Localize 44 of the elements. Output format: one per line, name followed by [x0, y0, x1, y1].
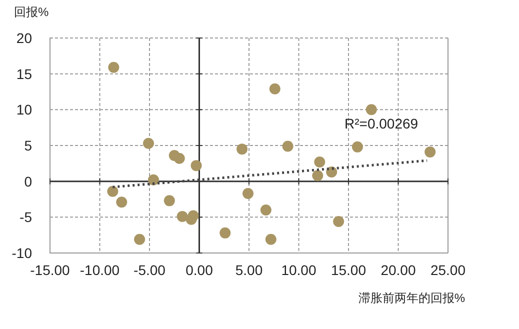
y-tick-label: 0: [24, 173, 32, 190]
x-tick-label: 20.00: [380, 262, 416, 278]
x-tick-label: 0.00: [186, 262, 214, 278]
point: [242, 188, 254, 200]
point: [312, 170, 324, 182]
point: [220, 227, 231, 238]
point: [143, 138, 154, 149]
y-tick-label: 15: [16, 66, 32, 82]
point: [176, 210, 188, 222]
point: [164, 195, 175, 206]
point: [265, 234, 276, 245]
point: [148, 174, 159, 186]
x-axis-title: 滞胀前两年的回报%: [358, 291, 466, 305]
point: [174, 152, 185, 164]
point: [282, 140, 294, 152]
point: [326, 166, 338, 178]
point: [366, 104, 377, 116]
point: [424, 146, 436, 158]
point: [116, 196, 128, 208]
point: [260, 204, 272, 216]
x-tick-label: -15.00: [30, 262, 70, 278]
y-tick-label: -5: [20, 209, 32, 226]
point: [352, 141, 363, 152]
y-tick-label: 10: [16, 102, 32, 118]
x-tick-label: 5.00: [235, 262, 263, 278]
y-axis-title: 回报%: [14, 5, 49, 19]
x-tick-label: 15.00: [330, 262, 366, 278]
x-tick-label: -10.00: [80, 262, 120, 278]
annotation: R²=0.00269: [344, 115, 418, 132]
y-tick-label: 5: [24, 138, 32, 154]
point: [333, 216, 344, 227]
point: [108, 62, 120, 73]
point: [269, 83, 280, 94]
y-tick-label: 20: [16, 30, 32, 46]
point: [107, 186, 118, 197]
y-tick-label: -10: [12, 245, 32, 261]
point: [134, 234, 146, 245]
x-tick-label: 10.00: [281, 262, 316, 278]
point: [186, 214, 197, 225]
x-tick-label: -5.00: [134, 262, 166, 278]
point: [190, 160, 202, 172]
x-tick-label: 25.00: [430, 262, 466, 278]
point: [236, 144, 248, 155]
point: [314, 156, 326, 168]
